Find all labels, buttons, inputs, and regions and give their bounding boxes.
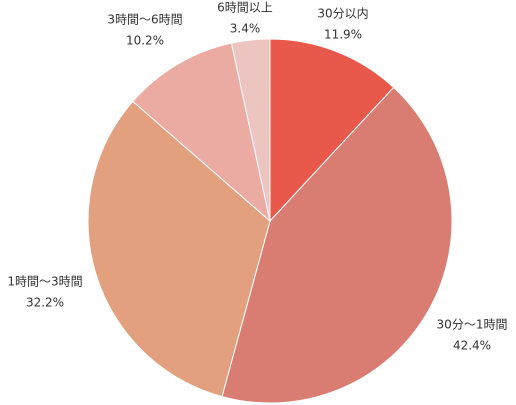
slice-label: 6時間以上 [217,1,273,15]
pie-slice [269,38,395,223]
slice-label: 30分以内 [317,7,368,21]
pie-slice [230,38,271,222]
slice-value: 42.4% [453,339,491,353]
pie-slice [221,86,453,404]
slice-label: 30分〜1時間 [437,318,508,332]
slice-label: 1時間〜3時間 [7,275,82,289]
slice-value: 10.2% [126,34,164,48]
pie-slice [87,100,271,398]
slice-value: 32.2% [26,296,64,310]
slice-label: 3時間〜6時間 [107,13,182,27]
slice-value: 3.4% [230,22,261,36]
slice-value: 11.9% [324,28,362,42]
pie-slice [132,42,271,223]
